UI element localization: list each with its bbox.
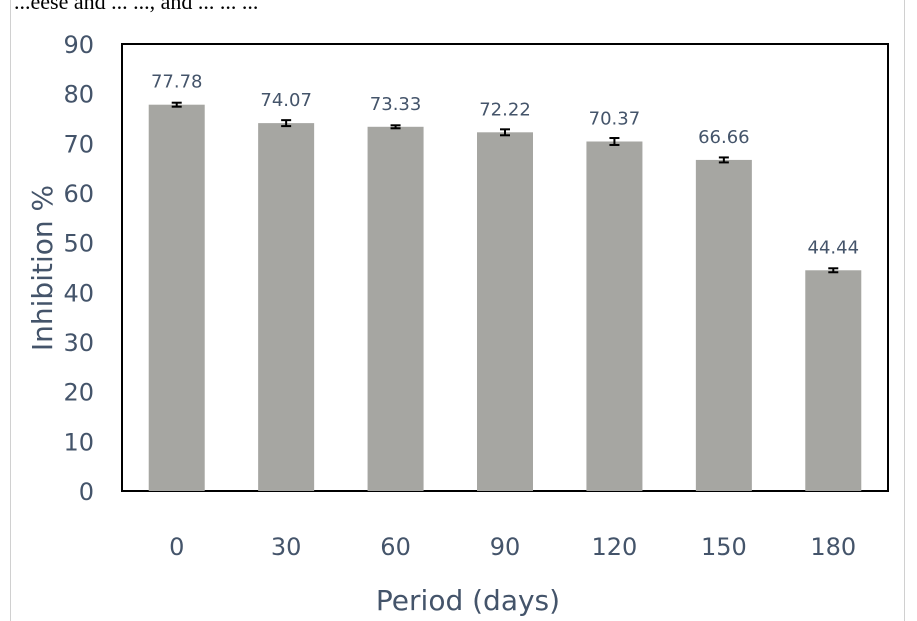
y-tick-label: 20 [63, 379, 94, 407]
error-bar [171, 101, 182, 108]
bar [805, 270, 862, 491]
y-tick-label: 30 [63, 329, 94, 357]
bar [258, 123, 315, 491]
data-label: 66.66 [698, 127, 750, 148]
chart-frame [10, 0, 905, 621]
y-tick-label: 80 [63, 81, 94, 109]
y-tick-label: 60 [63, 180, 94, 208]
x-tick-label: 120 [592, 533, 638, 561]
error-bar [500, 128, 510, 137]
y-tick-label: 70 [63, 130, 94, 158]
y-axis-title: Inhibition % [26, 185, 59, 351]
data-label: 72.22 [479, 99, 531, 120]
y-axis-ticks: 0 10 20 30 40 50 60 70 80 90 [63, 31, 94, 506]
x-tick-label: 180 [810, 533, 856, 561]
bar [695, 159, 752, 491]
x-tick-label: 60 [380, 533, 411, 561]
x-tick-label: 90 [490, 533, 521, 561]
x-tick-label: 150 [701, 533, 747, 561]
bar [367, 126, 424, 491]
data-label: 77.78 [151, 72, 203, 93]
y-tick-label: 90 [63, 31, 94, 59]
bar [477, 132, 533, 492]
y-tick-label: 40 [63, 279, 94, 307]
error-bar [281, 119, 292, 128]
data-label: 70.37 [589, 108, 641, 129]
x-axis-ticks: 0 30 60 90 120 150 180 [169, 533, 856, 561]
x-tick-label: 0 [169, 533, 184, 561]
error-bar [390, 124, 401, 130]
data-label: 44.44 [808, 237, 860, 258]
bar [586, 141, 643, 491]
bar [148, 104, 205, 492]
y-tick-label: 10 [63, 428, 94, 456]
error-bar [609, 137, 620, 146]
x-tick-label: 30 [271, 533, 302, 561]
y-tick-label: 50 [63, 230, 94, 258]
error-bar [828, 267, 839, 274]
data-label: 74.07 [260, 90, 312, 111]
error-bar [718, 156, 729, 164]
y-tick-label: 0 [79, 478, 94, 506]
x-axis-title: Period (days) [376, 584, 560, 617]
bars: 77.78 74.07 73.33 72.22 70.37 66.66 44.44 [148, 72, 862, 492]
data-label: 73.33 [370, 94, 422, 115]
top-caption-fragment: ...eese and ... ..., and ... ... ... [14, 0, 259, 14]
